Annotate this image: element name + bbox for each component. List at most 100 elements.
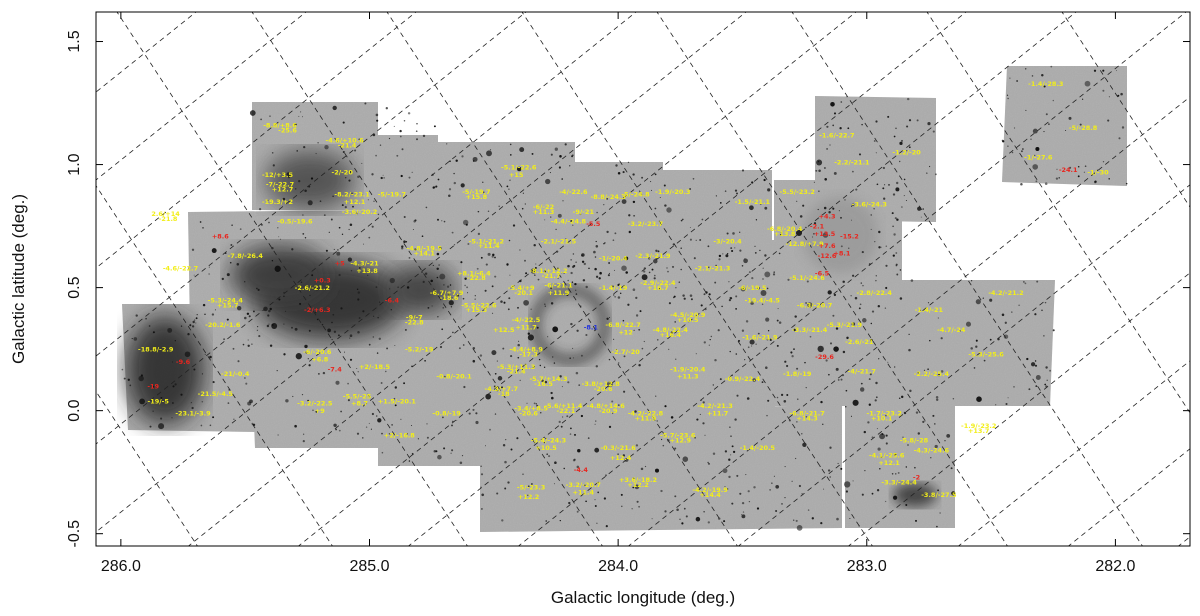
velocity-label: -1.6/-22.7 [819,132,854,140]
star [285,399,289,403]
velocity-label: +3.6/-18.2 [619,476,657,484]
velocity-label: -18.6 [440,294,459,302]
star [594,447,600,453]
star [836,517,839,521]
star [563,272,565,274]
star [385,370,387,373]
star [975,339,978,342]
star [639,310,642,313]
star [381,451,384,454]
star [905,503,908,507]
star [811,236,814,238]
star [1050,65,1053,68]
star [1048,123,1050,126]
star [550,153,553,156]
star [650,189,653,191]
star [1043,85,1046,88]
star [735,353,738,355]
star [787,278,790,281]
star [560,425,563,428]
velocity-label: -21.8 [159,215,178,223]
star [180,393,183,396]
star [340,410,342,413]
star [871,310,875,313]
star [656,420,658,422]
star [1046,379,1048,381]
velocity-label: -8.2/-23.1 [334,191,370,199]
velocity-label: -4.1/-25.6 [869,451,905,459]
star [608,358,611,361]
y-axis-title: Galactic latitude (deg.) [9,194,28,364]
star [453,244,456,246]
star [277,434,279,436]
star [741,501,745,505]
star [408,256,411,259]
star [344,176,347,179]
velocity-label: -25.6 [278,127,297,135]
star [663,184,666,187]
star [462,344,465,346]
velocity-label: -1.4/-28.3 [1028,80,1063,88]
star [333,330,337,333]
star [826,125,829,128]
star [322,371,326,375]
star [875,152,877,154]
velocity-label: -8.8/+8.6 [263,122,297,130]
star [829,446,832,449]
star [1041,309,1043,312]
velocity-label: -0.8/-19 [432,410,461,418]
mosaic-tile-texture [480,405,842,532]
star [870,214,872,216]
star [805,302,808,304]
star [914,519,918,522]
star [535,403,537,405]
star [741,265,744,267]
velocity-label: -20.2/-1.6 [205,321,241,329]
star [1020,182,1023,186]
velocity-label: -1.4/-19 [599,284,628,292]
velocity-label: -3/-20.4 [713,237,742,245]
star [896,218,899,221]
star [780,393,784,397]
star [852,480,854,482]
star [585,285,588,289]
star [553,362,556,364]
star [702,422,705,425]
star [696,418,699,421]
star [561,272,563,274]
star [876,183,879,186]
star [406,433,408,435]
star [880,455,883,459]
grid-line [386,12,738,546]
velocity-label: -1.8/-19 [783,370,812,378]
star [1108,96,1110,98]
star [400,174,403,178]
star [191,248,195,251]
star [1020,150,1023,153]
star [294,424,297,428]
velocity-label: +16.4 [660,331,682,339]
star [840,467,843,470]
star [247,339,249,341]
star [257,288,260,291]
star [927,302,930,304]
star [729,426,731,428]
star [822,232,829,238]
star [456,294,459,297]
star [1028,388,1031,391]
star [802,204,805,207]
star [845,490,848,493]
star [133,337,138,341]
star [975,345,978,348]
star [632,173,635,176]
star [748,500,751,503]
star [358,138,361,141]
star [555,228,557,231]
star [364,102,367,105]
star [436,276,439,279]
star [584,484,586,487]
star [226,318,229,321]
star [724,486,726,488]
star [617,296,621,299]
star [643,270,646,273]
